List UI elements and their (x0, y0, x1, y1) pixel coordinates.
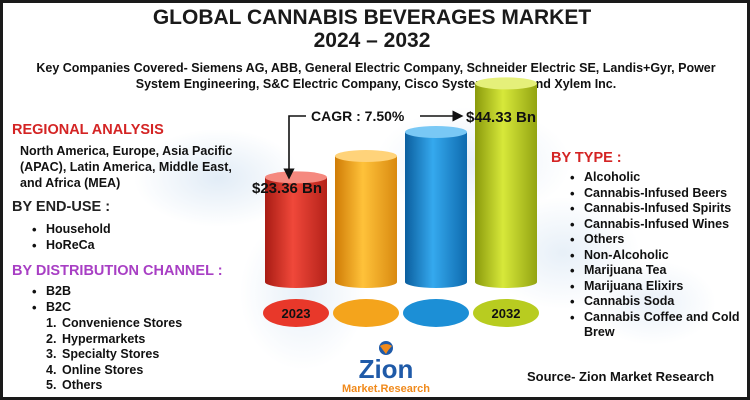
distribution-bullet-item: B2B (30, 284, 71, 300)
distribution-numbered-list: 1. Convenience Stores 2. Hypermarkets 3. Sp… (46, 316, 183, 394)
title-line-1: GLOBAL CANNABIS BEVERAGES MARKET (152, 6, 592, 29)
cagr-arrow-down (283, 115, 306, 180)
source-text: Source- Zion Market Research (527, 369, 715, 384)
by-type-item: Cannabis Coffee and Cold Brew (568, 310, 748, 341)
category-label: 2032 (492, 306, 521, 321)
by-type-heading: BY TYPE : (551, 150, 622, 166)
by-type-item: Non-Alcoholic (568, 248, 748, 264)
distribution-numbered-item: 5. Others (46, 378, 103, 392)
bar-top (335, 150, 397, 162)
bar (265, 177, 327, 282)
labels-layer: 2023 2032 $23.36 Bn $44.33 Bn CAGR : 7.50% (252, 108, 536, 321)
bar (335, 156, 397, 282)
logo-word: Zion (359, 354, 414, 384)
bars-layer (263, 77, 539, 327)
bar (405, 132, 467, 282)
by-type-item: Others (568, 232, 748, 248)
by-type-item: Alcoholic (568, 170, 748, 186)
bar-base (475, 276, 537, 288)
end-use-item: HoReCa (30, 238, 111, 254)
by-type-item: Marijuana Tea (568, 263, 748, 279)
by-type-list: Alcoholic Cannabis-Infused Beers Cannabi… (568, 170, 748, 341)
value-label: $44.33 Bn (466, 109, 536, 126)
zion-logo: Zion Market.Research (342, 341, 430, 395)
logo-sub: Market.Research (342, 383, 430, 395)
by-type-item: Cannabis-Infused Beers (568, 186, 748, 202)
regional-analysis-heading: REGIONAL ANALYSIS (12, 122, 164, 138)
category-label: 2023 (282, 306, 311, 321)
end-use-list: Household HoReCa (30, 222, 111, 253)
bar-top (475, 77, 537, 90)
bar-top (265, 171, 327, 184)
bar-top (405, 126, 467, 138)
distribution-bullet-list: B2B B2C (30, 284, 71, 315)
logo-globe-icon (379, 341, 393, 355)
category-pill (403, 299, 469, 327)
by-type-item: Marijuana Elixirs (568, 279, 748, 295)
category-pill (473, 299, 539, 327)
distribution-bullet-item: B2C (30, 300, 71, 316)
category-pill (333, 299, 399, 327)
distribution-numbered-item: 2. Hypermarkets (46, 331, 146, 346)
distribution-numbered-item: 3. Specialty Stores (46, 347, 160, 361)
distribution-numbered-item: 4. Online Stores (46, 362, 144, 377)
by-type-item: Cannabis-Infused Spirits (568, 201, 748, 217)
cagr-annotation: CAGR : 7.50% (311, 108, 405, 124)
bar (475, 83, 537, 282)
by-type-item: Cannabis-Infused Wines (568, 217, 748, 233)
end-use-item: Household (30, 222, 111, 238)
distribution-numbered-item: 1. Convenience Stores (46, 316, 183, 330)
category-pill (263, 299, 329, 327)
bar-base (405, 276, 467, 288)
regional-analysis-text: North America, Europe, Asia Pacific (APA… (20, 144, 233, 190)
bar-base (335, 276, 397, 288)
end-use-heading: BY END-USE : (12, 199, 111, 215)
by-type-item: Cannabis Soda (568, 294, 748, 310)
title-line-2: 2024 – 2032 (313, 29, 431, 52)
bar-base (265, 276, 327, 288)
distribution-heading: BY DISTRIBUTION CHANNEL : (12, 263, 223, 279)
value-label: $23.36 Bn (252, 180, 322, 197)
